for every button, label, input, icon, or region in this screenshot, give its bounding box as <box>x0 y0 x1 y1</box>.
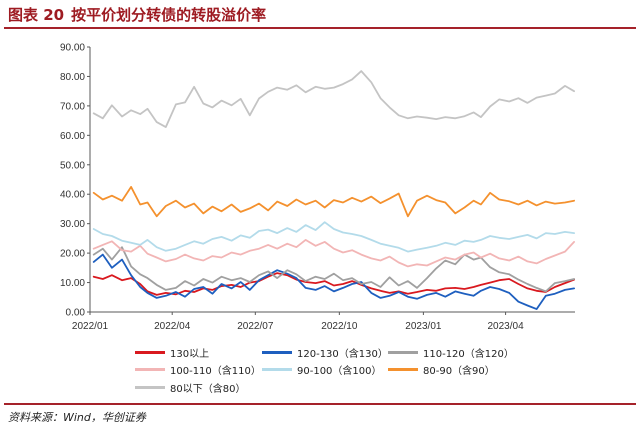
legend-item: 80-90（含90） <box>388 362 495 377</box>
y-tick-label: 20.00 <box>60 249 85 260</box>
y-tick-label: 70.00 <box>60 101 85 112</box>
legend-label: 110-120（含120） <box>423 348 514 360</box>
y-tick-label: 90.00 <box>60 43 85 54</box>
x-tick-label: 2022/01 <box>72 321 109 332</box>
legend-label: 90-100（含100） <box>297 365 382 377</box>
x-tick-label: 2023/01 <box>405 321 442 332</box>
x-tick-label: 2023/04 <box>488 321 525 332</box>
chart-title: 图表 20 按平价划分转债的转股溢价率 <box>8 5 266 25</box>
legend-item: 110-120（含120） <box>388 345 514 360</box>
legend-swatch <box>135 385 165 389</box>
y-tick-label: 10.00 <box>60 278 85 289</box>
legend-swatch <box>262 367 292 371</box>
series-line-3 <box>92 246 575 293</box>
series-line-7 <box>92 70 575 128</box>
legend-label: 120-130（含130） <box>297 348 388 360</box>
title-divider <box>4 27 636 29</box>
y-tick-label: 50.00 <box>60 160 85 171</box>
legend-label: 130以上 <box>170 348 210 360</box>
legend-swatch <box>135 367 165 371</box>
legend-swatch <box>262 350 292 354</box>
line-chart: 0.00 10.00 20.00 30.00 40.00 50.00 60.00 70.00 8… <box>60 43 575 332</box>
legend-item: 90-100（含100） <box>262 362 382 377</box>
legend-label: 100-110（含110） <box>170 365 261 377</box>
x-tick-label: 2022/10 <box>321 321 358 332</box>
x-tick-label: 2022/07 <box>237 321 274 332</box>
series-line-6 <box>92 185 575 218</box>
legend-label: 80-90（含90） <box>423 365 495 377</box>
y-tick-label: 30.00 <box>60 219 85 230</box>
legend-swatch <box>388 367 418 371</box>
legend-label: 80以下（含80） <box>170 383 246 395</box>
legend-item: 130以上 <box>135 345 210 360</box>
y-tick-label: 0.00 <box>66 308 86 319</box>
legend-swatch <box>135 350 165 354</box>
series-line-4 <box>92 238 575 268</box>
source-note: 资料来源：Wind，华创证券 <box>8 411 146 424</box>
chart-title-text: 按平价划分转债的转股溢价率 <box>71 6 267 24</box>
legend-item: 100-110（含110） <box>135 362 261 377</box>
figure-label: 图表 20 <box>8 6 65 24</box>
source-divider <box>4 403 636 405</box>
series-line-5 <box>92 221 575 253</box>
legend-item: 80以下（含80） <box>135 380 246 395</box>
legend-swatch <box>388 350 418 354</box>
series-line-2 <box>92 253 575 311</box>
y-tick-label: 40.00 <box>60 190 85 201</box>
y-tick-label: 60.00 <box>60 131 85 142</box>
x-tick-label: 2022/04 <box>154 321 191 332</box>
y-tick-label: 80.00 <box>60 72 85 83</box>
legend-item: 120-130（含130） <box>262 345 388 360</box>
